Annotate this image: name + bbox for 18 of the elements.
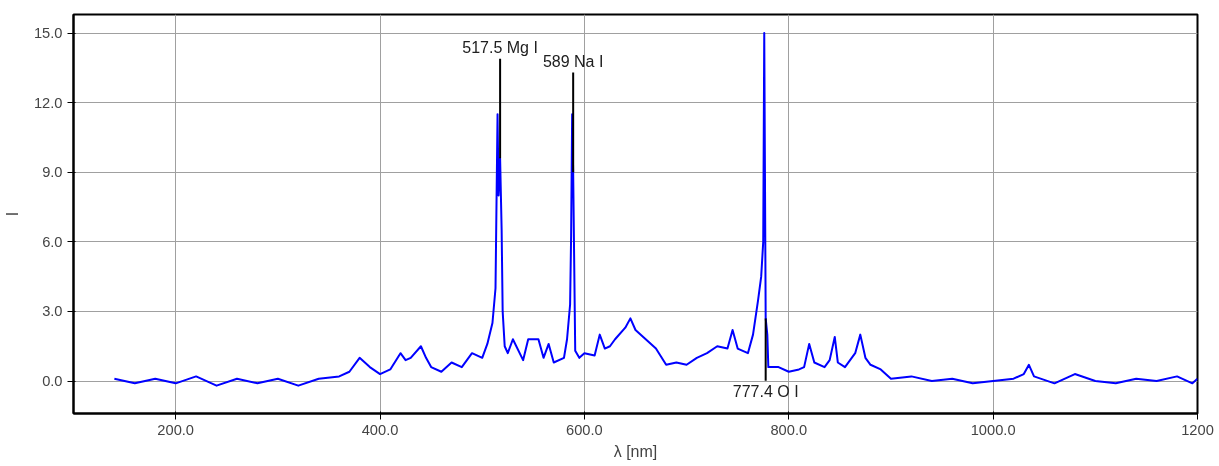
x-tick-label: 800.0 bbox=[770, 421, 808, 438]
x-tick-label: 1200 bbox=[1181, 421, 1214, 438]
line-series bbox=[113, 32, 1198, 387]
y-tick-label: 15.0 bbox=[33, 25, 63, 42]
y-axis-title: I bbox=[3, 211, 21, 217]
x-tick-label: 400.0 bbox=[361, 421, 399, 438]
y-tick-label: 12.0 bbox=[33, 94, 63, 111]
annotation: 589 Na I bbox=[542, 52, 604, 70]
y-tick-label: 0.0 bbox=[42, 373, 63, 390]
y-tick-label: 3.0 bbox=[42, 303, 63, 320]
x-tick-label: 1000.0 bbox=[970, 421, 1016, 438]
annotation: 777.4 O I bbox=[732, 382, 799, 400]
x-tick-label: 200.0 bbox=[157, 421, 195, 438]
x-axis-title: λ [nm] bbox=[613, 442, 658, 460]
y-tick-label: 6.0 bbox=[42, 233, 63, 250]
annotation: 517.5 Mg I bbox=[462, 38, 538, 56]
x-tick-label: 600.0 bbox=[566, 421, 603, 438]
y-tick-label: 9.0 bbox=[42, 164, 63, 181]
